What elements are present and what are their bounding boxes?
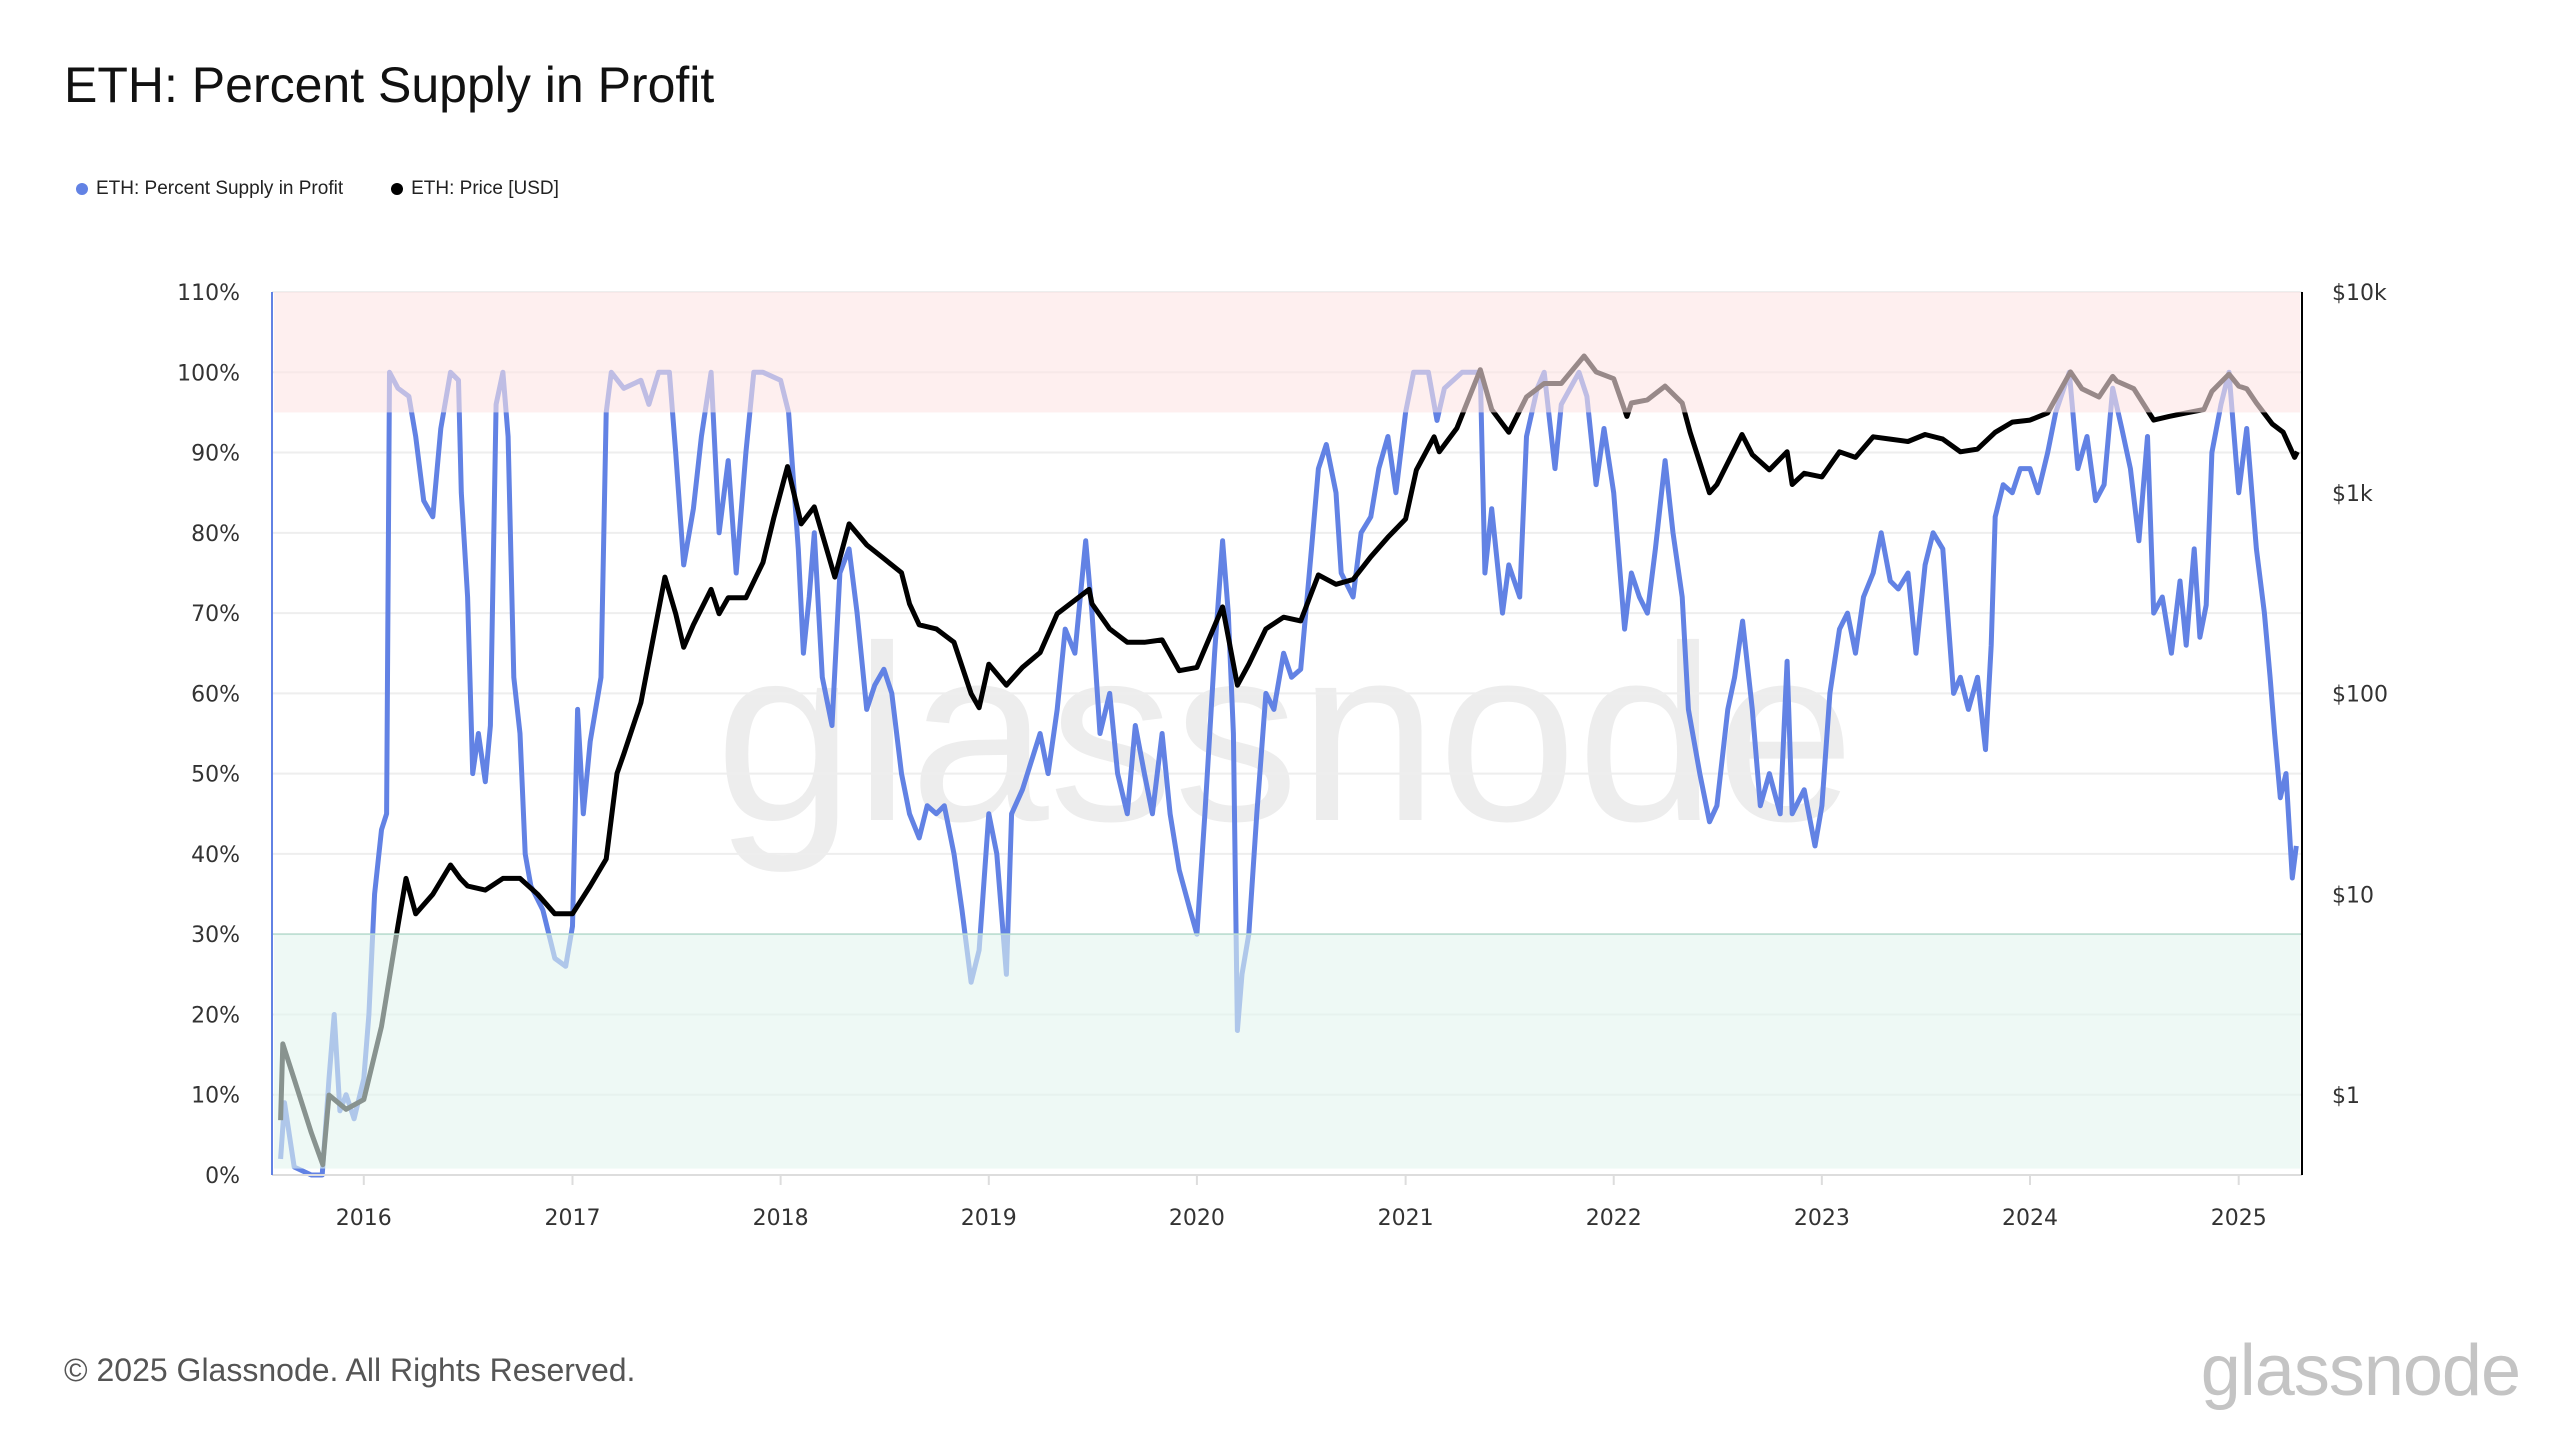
low-band (274, 934, 2300, 1169)
y-left-tick-label: 110% (177, 281, 240, 306)
y-left-tick-label: 10% (191, 1084, 240, 1109)
y-left-tick-label: 60% (191, 682, 240, 707)
series-lines (278, 353, 2300, 1178)
x-tick-label: 2016 (336, 1206, 392, 1231)
legend-item-supply-in-profit[interactable]: ETH: Percent Supply in Profit (76, 178, 343, 200)
y-left-tick-label: 20% (191, 1003, 240, 1028)
y-right-tick-label: $10k (2332, 281, 2387, 306)
x-tick-label: 2018 (753, 1206, 809, 1231)
y-right-tick-label: $1k (2332, 482, 2373, 507)
y-left-tick-label: 90% (191, 442, 240, 467)
legend-dot-icon (76, 183, 88, 195)
x-tick-label: 2023 (1794, 1206, 1850, 1231)
y-left-tick-label: 0% (205, 1164, 240, 1189)
axes: 0% 10% 20% 30% 40% 50% 60% 70% 80% 90% 100% 110% $1 $… (177, 281, 2388, 1231)
y-right-tick-label: $100 (2332, 683, 2388, 708)
x-tick-label: 2025 (2211, 1206, 2267, 1231)
y-left-tick-label: 70% (191, 602, 240, 627)
x-tick-label: 2019 (961, 1206, 1017, 1231)
x-tick-label: 2017 (545, 1206, 601, 1231)
y-left-tick-label: 30% (191, 923, 240, 948)
supply-in-profit-line (278, 369, 2299, 1178)
price-line (278, 353, 2300, 1168)
legend: ETH: Percent Supply in Profit ETH: Price… (76, 178, 559, 200)
legend-item-price[interactable]: ETH: Price [USD] (391, 178, 559, 200)
x-tick-label: 2022 (1586, 1206, 1642, 1231)
x-tick-label: 2021 (1378, 1206, 1434, 1231)
legend-label: ETH: Percent Supply in Profit (96, 178, 344, 199)
x-tick-label: 2024 (2002, 1206, 2058, 1231)
y-left-tick-label: 100% (177, 361, 240, 386)
y-right-tick-label: $10 (2332, 883, 2374, 908)
watermark: glassnode (715, 594, 1855, 873)
bands (272, 292, 2302, 1169)
chart-title: ETH: Percent Supply in Profit (64, 57, 715, 113)
y-left-tick-label: 40% (191, 843, 240, 868)
glassnode-logo: glassnode (2200, 1331, 2521, 1411)
copyright: © 2025 Glassnode. All Rights Reserved. (64, 1352, 636, 1388)
y-left-tick-label: 50% (191, 763, 240, 788)
legend-dot-icon (391, 183, 404, 195)
x-tick-label: 2020 (1169, 1206, 1225, 1231)
y-left-tick-label: 80% (191, 522, 240, 547)
legend-label: ETH: Price [USD] (411, 178, 559, 199)
y-right-tick-label: $1 (2332, 1084, 2360, 1109)
high-band (274, 292, 2300, 413)
